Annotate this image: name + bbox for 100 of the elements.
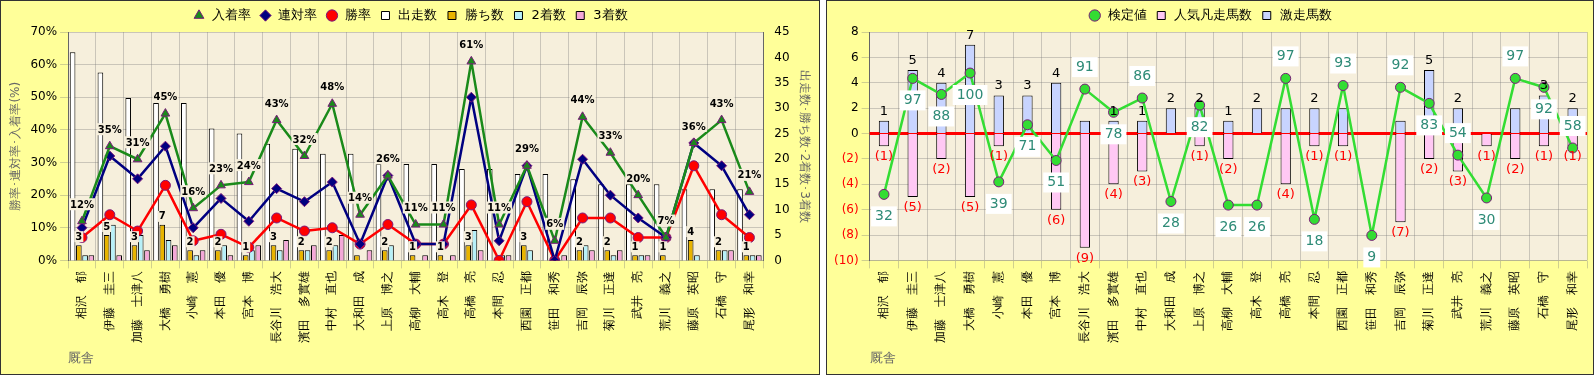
data-label: 3: [270, 230, 278, 242]
x-tick-label: 上原 博之: [380, 271, 395, 332]
x-tick-label: 小崎 憲: [185, 271, 200, 320]
data-label: (2): [1219, 160, 1238, 176]
data-label: 1: [631, 240, 639, 252]
data-label: 2: [325, 235, 333, 247]
data-label: 2: [715, 235, 722, 247]
x-tick-label: 藤原 英昭: [1507, 271, 1522, 332]
data-label: 97: [1506, 47, 1525, 64]
x-tick-label: 荒川 義之: [1478, 271, 1493, 332]
data-label: 1: [659, 240, 667, 252]
y-tick-label: 70%: [30, 24, 58, 39]
y2-tick-label: 10: [774, 201, 790, 216]
data-label: 35%: [97, 123, 122, 135]
data-label: 2: [186, 235, 194, 247]
y-tick-label: (8): [841, 227, 859, 242]
data-label: 3: [520, 230, 528, 242]
data-label: 1: [742, 240, 750, 252]
data-label: 26%: [375, 153, 400, 165]
x-tick-label: 宮本 博: [1048, 271, 1063, 320]
data-label: 11%: [487, 202, 512, 214]
y-tick-label: 60%: [30, 56, 58, 71]
data-label: 2: [297, 235, 305, 247]
data-label: 32%: [292, 133, 317, 145]
y-tick-label: 50%: [30, 89, 58, 104]
data-label: 14%: [348, 192, 373, 204]
y-tick-label: (4): [841, 176, 859, 191]
y-tick-label: 8: [850, 24, 859, 39]
data-label: (1): [1305, 148, 1324, 164]
x-tick-label: 荒川 義之: [658, 271, 673, 332]
x-tick-label: 吉岡 辰弥: [1392, 271, 1407, 332]
x-tick-label: 本田 優: [213, 271, 228, 320]
x-tick-label: 尾形 和幸: [741, 271, 756, 332]
x-tick-label: 石橋 守: [1536, 271, 1551, 320]
x-tick-label: 本間 忍: [491, 271, 506, 320]
data-label: (5): [960, 198, 980, 214]
data-label: (3): [1133, 173, 1152, 189]
x-tick-label: 長谷川 浩大: [268, 271, 283, 344]
data-label: (2): [932, 160, 951, 176]
y-tick-label: (10): [833, 252, 859, 267]
data-label: 2: [214, 235, 222, 247]
x-tick-label: 西園 正都: [519, 271, 534, 332]
data-label: 32: [875, 207, 893, 224]
x-axis-title: 厩舎: [869, 349, 896, 365]
data-label: 100: [956, 85, 984, 102]
data-label: 97: [903, 91, 922, 108]
data-label: 36%: [681, 120, 706, 132]
y2-tick-label: 0: [774, 252, 782, 267]
x-tick-label: 武井 亮: [1450, 271, 1464, 320]
x-tick-label: 本田 優: [1019, 271, 1034, 320]
data-label: 5: [1425, 51, 1434, 67]
data-label: 21%: [737, 169, 762, 181]
x-tick-label: 濱田 多實雄: [296, 271, 311, 344]
data-label: 7%: [657, 215, 675, 227]
data-label: 26: [1219, 217, 1238, 234]
y2-tick-label: 30: [774, 100, 790, 115]
data-label: 26: [1248, 217, 1266, 234]
y2-tick-label: 5: [774, 227, 782, 242]
data-label: (4): [1276, 186, 1295, 202]
x-tick-label: 笹田 和秀: [546, 271, 561, 332]
data-label: 4: [1052, 64, 1061, 80]
data-label: 45%: [153, 91, 178, 103]
y2-tick-label: 35: [774, 74, 790, 89]
data-label: 61%: [459, 38, 484, 50]
data-label: 29%: [514, 143, 539, 155]
x-tick-label: 武井 亮: [630, 271, 645, 320]
y2-tick-label: 40: [774, 49, 790, 64]
x-tick-label: 西園 正都: [1335, 271, 1350, 332]
x-tick-label: 高木 登: [1249, 271, 1264, 320]
x-tick-label: 高橋 亮: [463, 271, 478, 320]
data-label: 97: [1276, 47, 1295, 64]
data-label: 91: [1075, 57, 1094, 74]
data-label: (4): [1104, 186, 1123, 202]
legend-label: 入着率: [211, 6, 251, 22]
legend-label: 出走数: [398, 6, 438, 22]
data-label: (1): [1534, 148, 1554, 164]
data-label: 2: [1310, 90, 1319, 106]
data-label: 2: [1166, 90, 1176, 106]
data-label: 1: [1138, 102, 1147, 118]
data-label: 92: [1535, 99, 1553, 116]
data-label: 3: [464, 230, 472, 242]
y2-axis-title: 出走数･勝ち数･2着数･3着数: [797, 69, 812, 223]
data-label: 82: [1190, 117, 1209, 134]
data-label: 3: [994, 77, 1003, 93]
data-label: 4: [937, 64, 946, 80]
y-axis-title: 勝率･連対率･入着率(%): [8, 81, 23, 211]
data-label: 5: [103, 220, 111, 232]
data-label: (1): [1333, 148, 1353, 164]
data-label: (6): [1046, 211, 1066, 227]
data-label: (9): [1075, 249, 1095, 265]
data-label: 2: [603, 235, 611, 247]
data-label: 71: [1018, 137, 1037, 154]
y-tick-label: (6): [841, 201, 859, 216]
data-label: 3: [1023, 77, 1032, 93]
x-tick-label: 伊藤 圭三: [101, 271, 116, 332]
legend-label: 連対率: [278, 6, 318, 22]
data-label: 3: [75, 230, 83, 242]
y-tick-label: 20%: [30, 187, 58, 202]
x-tick-label: 尾形 和幸: [1564, 271, 1579, 332]
data-label: 51: [1047, 173, 1066, 190]
